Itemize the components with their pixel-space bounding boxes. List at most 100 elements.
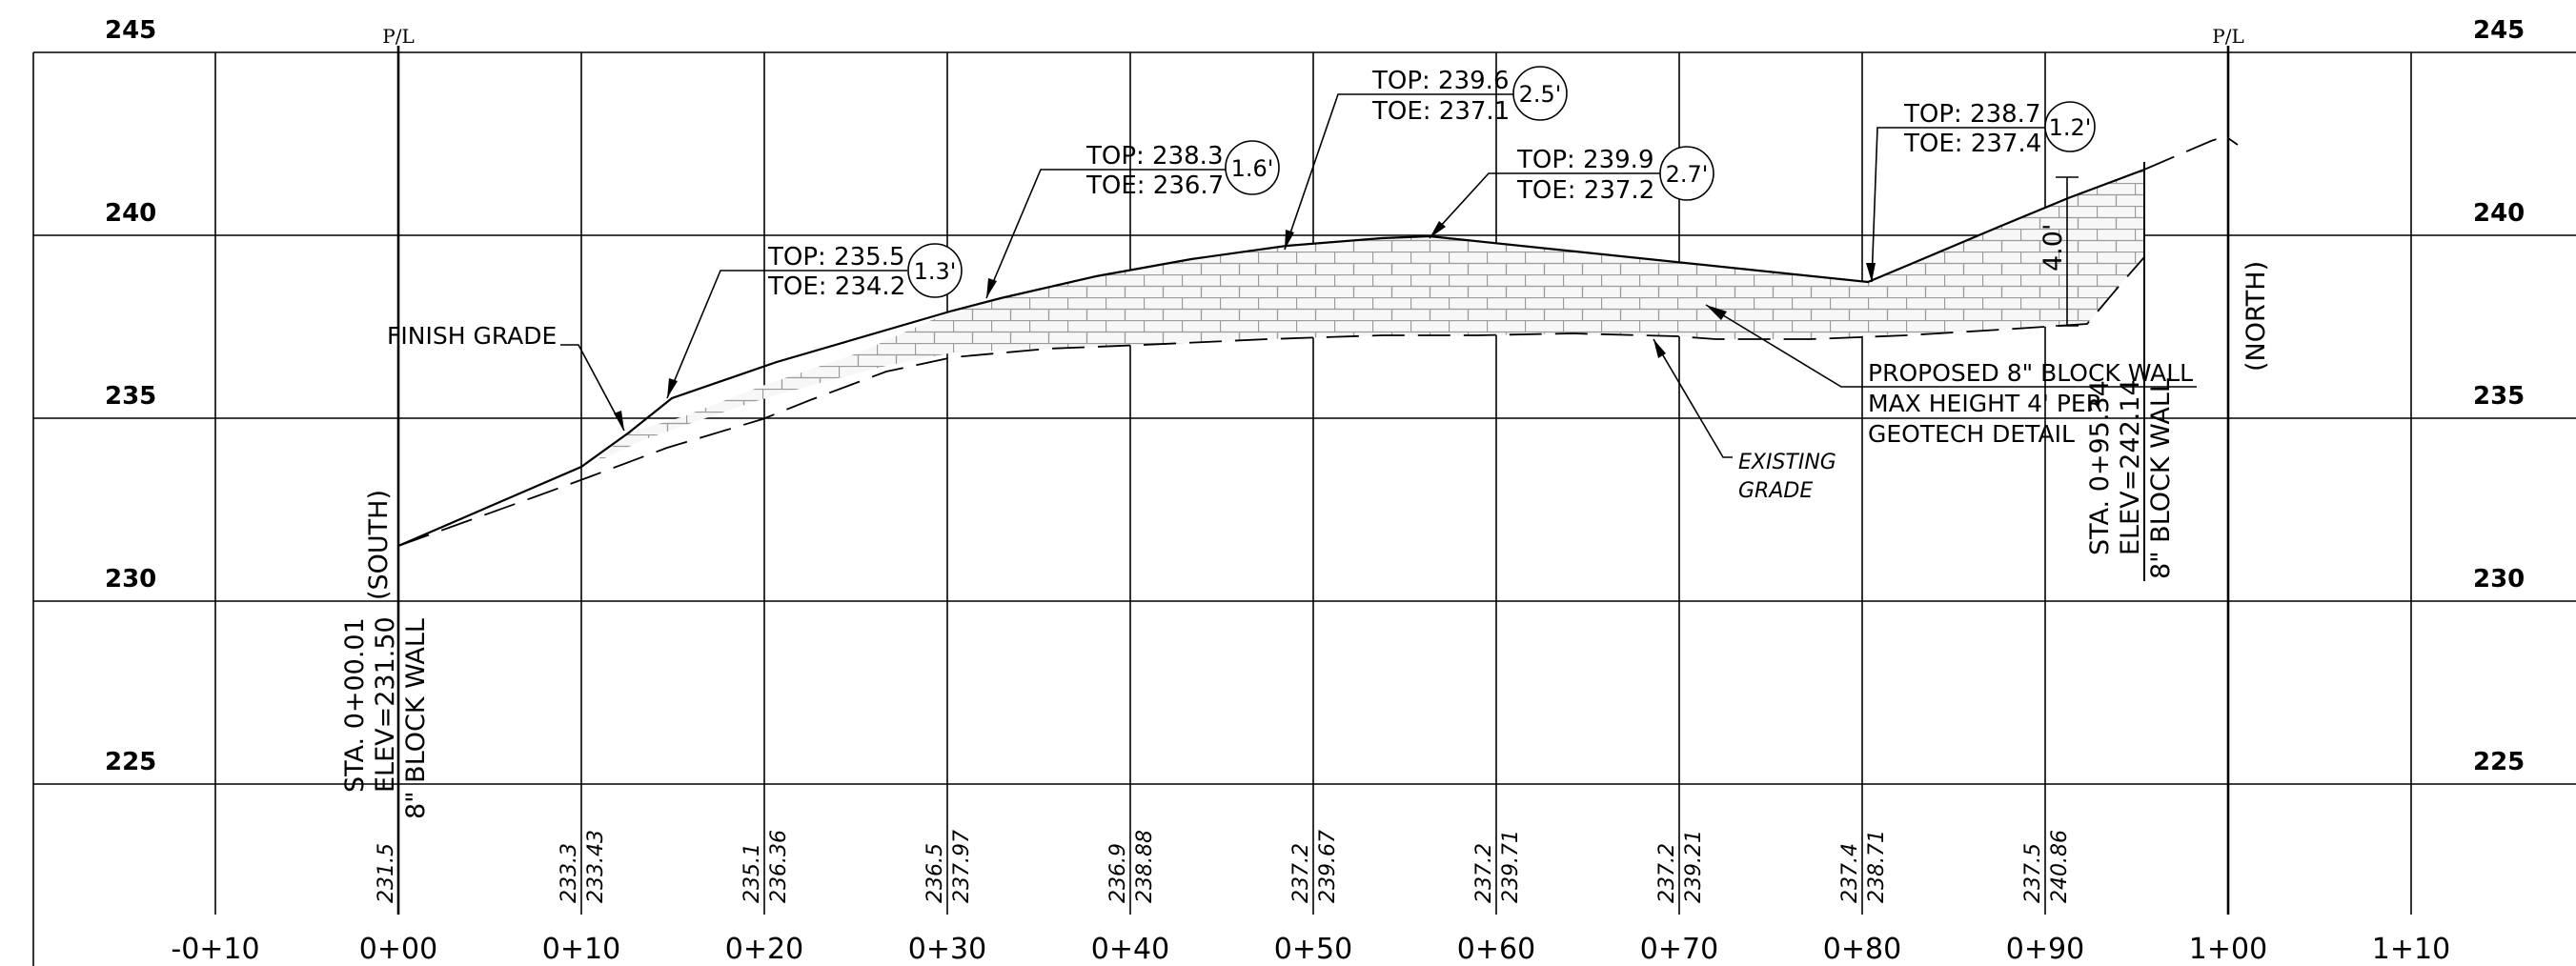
existing-elev-080: 237.4 <box>1838 843 1862 903</box>
existing-elev-050: 237.2 <box>1289 843 1313 903</box>
wall-callout-2: TOP: 238.3 TOE: 236.7 1.6' <box>985 140 1280 299</box>
station-label-070: 0+70 <box>1640 933 1718 966</box>
finish-elev-060: 239.71 <box>1499 830 1523 903</box>
block-wall-note-leader <box>1705 304 1866 388</box>
finish-grade-leader <box>560 344 625 432</box>
callout-2-toe: TOE: 236.7 <box>1085 171 1224 200</box>
callout-4-leader <box>1429 172 1496 239</box>
elev-label-right-235: 235 <box>2473 382 2525 411</box>
finish-elev-030: 237.97 <box>950 830 974 903</box>
property-lines: P/L P/L <box>382 25 2244 915</box>
callout-2-height: 1.6' <box>1231 155 1274 182</box>
station-label-040: 0+40 <box>1091 933 1169 966</box>
callout-3-leader <box>1284 93 1348 251</box>
property-line-label-north: P/L <box>2212 25 2243 48</box>
end-wall-station: STA. 0+95.34 <box>2085 380 2115 555</box>
elev-label-left-240: 240 <box>105 199 156 228</box>
end-wall-type: 8" BLOCK WALL <box>2146 378 2176 579</box>
callout-1-top: TOP: 235.5 <box>767 243 904 272</box>
elev-label-right-245: 245 <box>2473 16 2525 45</box>
direction-north: (NORTH) <box>2241 261 2271 372</box>
callout-4-toe: TOE: 237.2 <box>1516 176 1654 205</box>
existing-elev-030: 236.5 <box>923 843 947 903</box>
finish-grade-note: FINISH GRADE <box>387 322 625 432</box>
existing-grade-label-line2: GRADE <box>1738 479 1813 503</box>
finish-elev-040: 238.88 <box>1133 830 1157 903</box>
start-wall-type: 8" BLOCK WALL <box>401 618 431 819</box>
existing-grade-leader <box>1653 338 1733 458</box>
existing-elev-070: 237.2 <box>1655 843 1679 903</box>
callout-5-toe: TOE: 237.4 <box>1903 130 2041 158</box>
callout-1-arrow <box>667 378 678 398</box>
wall-callout-5: TOP: 238.7 TOE: 237.4 1.2' <box>1866 100 2096 283</box>
elev-label-left-235: 235 <box>105 382 156 411</box>
callout-5-top: TOP: 238.7 <box>1903 100 2040 129</box>
callout-3-top: TOP: 239.6 <box>1371 67 1509 95</box>
elev-label-right-240: 240 <box>2473 199 2525 228</box>
callout-1-leader <box>666 270 734 399</box>
existing-elev-040: 236.9 <box>1106 843 1130 903</box>
station-axis: -0+10 0+00 0+10 0+20 0+30 0+40 0+50 0+60… <box>171 933 2450 966</box>
existing-elev-020: 235.1 <box>740 843 764 903</box>
callout-3-height: 2.5' <box>1519 81 1562 108</box>
start-wall-station: STA. 0+00.01 <box>340 617 370 793</box>
finish-elev-050: 239.67 <box>1316 830 1340 903</box>
station-label-020: 0+20 <box>725 933 803 966</box>
existing-grade-note: EXISTING GRADE <box>1653 338 1836 503</box>
finish-elev-020: 236.36 <box>767 830 791 903</box>
existing-elev-060: 237.2 <box>1472 843 1496 903</box>
existing-elev-010: 233.3 <box>558 843 581 903</box>
block-wall-note: PROPOSED 8" BLOCK WALL MAX HEIGHT 4' PER… <box>1705 304 2197 448</box>
station-label-m010: -0+10 <box>171 933 259 966</box>
station-label-010: 0+10 <box>542 933 620 966</box>
callout-4-top: TOP: 239.9 <box>1516 146 1653 174</box>
end-wall-label: STA. 0+95.34 ELEV=242.14 8" BLOCK WALL (… <box>2085 261 2271 579</box>
end-wall-elevation: ELEV=242.14 <box>2116 379 2145 555</box>
callout-5-arrow <box>1866 263 1876 282</box>
station-label-090: 0+90 <box>2006 933 2084 966</box>
callout-5-height-bubble <box>2044 101 2096 152</box>
callout-2-top: TOP: 238.3 <box>1085 142 1223 171</box>
elev-label-left-225: 225 <box>105 748 156 776</box>
existing-grade-line <box>397 256 2145 547</box>
station-label-000: 0+00 <box>359 933 437 966</box>
station-label-080: 0+80 <box>1823 933 1901 966</box>
finish-grade-line <box>397 168 2145 548</box>
start-wall-elevation: ELEV=231.50 <box>371 616 400 793</box>
wall-callout-1: TOP: 235.5 TOE: 234.2 1.3' <box>666 243 963 399</box>
elev-label-right-225: 225 <box>2473 748 2525 776</box>
callout-1-height: 1.3' <box>914 258 957 285</box>
elev-label-left-230: 230 <box>105 565 156 594</box>
elev-label-right-230: 230 <box>2473 565 2525 594</box>
finish-grade-arrow <box>614 411 624 431</box>
direction-south: (SOUTH) <box>364 490 394 600</box>
block-wall-note-line1: PROPOSED 8" BLOCK WALL <box>1868 359 2193 387</box>
block-wall-note-arrow <box>1706 305 1727 320</box>
station-elevation-values: 231.5 233.3 233.43 235.1 236.36 236.5 23… <box>375 830 2072 903</box>
callout-3-arrow <box>1285 230 1294 250</box>
callout-4-height-bubble <box>1659 146 1714 201</box>
callout-4-arrow <box>1430 221 1446 238</box>
existing-elev-000: 231.5 <box>375 843 398 903</box>
callout-3-height-bubble <box>1512 66 1568 121</box>
finish-grade-label: FINISH GRADE <box>387 322 557 350</box>
station-label-110: 1+10 <box>2372 933 2450 966</box>
callout-3-toe: TOE: 237.1 <box>1371 97 1510 126</box>
existing-grade-label-line1: EXISTING <box>1738 451 1836 474</box>
finish-elev-070: 239.21 <box>1682 830 1706 903</box>
block-wall-note-line2: MAX HEIGHT 4' PER <box>1868 390 2102 417</box>
callout-2-height-bubble <box>1225 140 1280 195</box>
callout-5-height: 1.2' <box>2049 114 2092 141</box>
station-label-050: 0+50 <box>1274 933 1352 966</box>
existing-grade-arrow <box>1653 339 1666 358</box>
existing-elev-090: 237.5 <box>2021 843 2045 903</box>
property-line-label-south: P/L <box>382 25 414 48</box>
callout-2-arrow <box>986 278 997 298</box>
callout-5-leader <box>1871 127 1882 283</box>
height-dim-text: 4.0' <box>2038 224 2068 272</box>
elev-label-left-245: 245 <box>105 16 156 45</box>
station-label-030: 0+30 <box>908 933 986 966</box>
station-label-060: 0+60 <box>1457 933 1535 966</box>
wall-callout-4: TOP: 239.9 TOE: 237.2 2.7' <box>1429 146 1714 239</box>
